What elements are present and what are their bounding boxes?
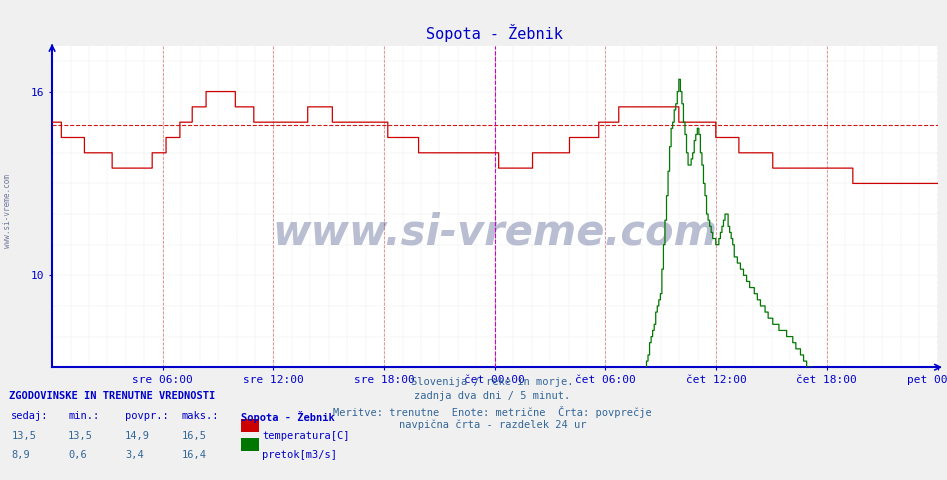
- Text: temperatura[C]: temperatura[C]: [262, 431, 349, 441]
- Text: min.:: min.:: [68, 411, 99, 421]
- Title: Sopota - Žebnik: Sopota - Žebnik: [426, 24, 563, 42]
- Text: sedaj:: sedaj:: [11, 411, 49, 421]
- Text: 14,9: 14,9: [125, 431, 150, 441]
- Text: 13,5: 13,5: [68, 431, 93, 441]
- Text: 8,9: 8,9: [11, 450, 30, 460]
- Text: Meritve: trenutne  Enote: metrične  Črta: povprečje: Meritve: trenutne Enote: metrične Črta: …: [333, 406, 652, 418]
- Text: 3,4: 3,4: [125, 450, 144, 460]
- Text: navpična črta - razdelek 24 ur: navpična črta - razdelek 24 ur: [399, 420, 586, 431]
- Text: www.si-vreme.com: www.si-vreme.com: [3, 174, 12, 248]
- Text: 16,5: 16,5: [182, 431, 206, 441]
- Text: povpr.:: povpr.:: [125, 411, 169, 421]
- Text: pretok[m3/s]: pretok[m3/s]: [262, 450, 337, 460]
- Text: Sopota - Žebnik: Sopota - Žebnik: [241, 411, 335, 423]
- Text: maks.:: maks.:: [182, 411, 220, 421]
- Text: Slovenija / reke in morje.: Slovenija / reke in morje.: [411, 377, 574, 387]
- Text: www.si-vreme.com: www.si-vreme.com: [273, 211, 717, 253]
- Text: ZGODOVINSKE IN TRENUTNE VREDNOSTI: ZGODOVINSKE IN TRENUTNE VREDNOSTI: [9, 391, 216, 401]
- Text: 13,5: 13,5: [11, 431, 36, 441]
- Text: 16,4: 16,4: [182, 450, 206, 460]
- Text: zadnja dva dni / 5 minut.: zadnja dva dni / 5 minut.: [415, 391, 570, 401]
- Text: 0,6: 0,6: [68, 450, 87, 460]
